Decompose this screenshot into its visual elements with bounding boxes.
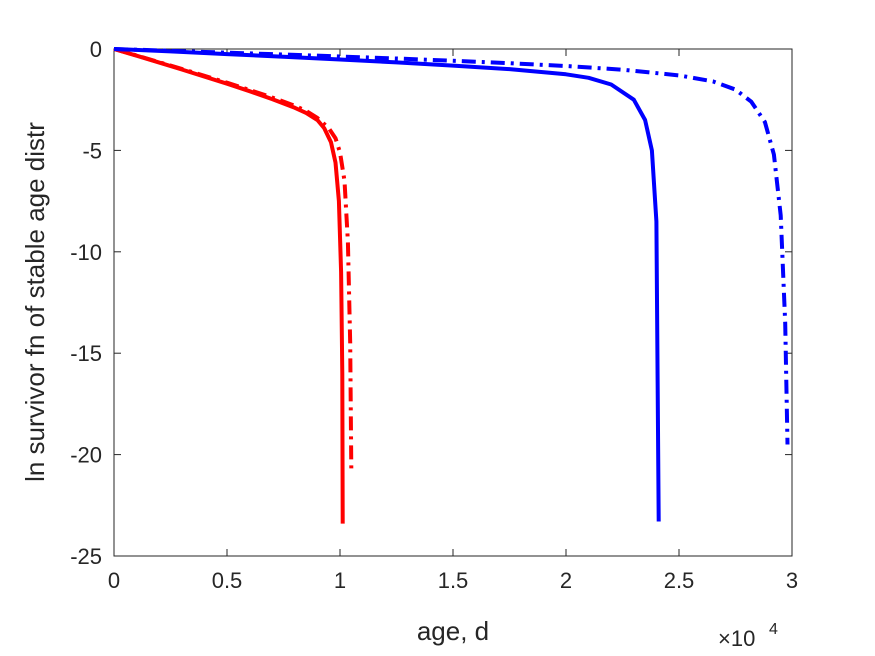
tick-layer: 0 0.5 1 1.5 2 2.5 3 0 -5 -10 -15 -20 -25	[70, 37, 798, 593]
y-axis-label: ln survivor fn of stable age distr	[20, 122, 50, 482]
y-tick-label: -15	[70, 341, 102, 366]
plot-area	[113, 48, 793, 557]
y-tick-label: -20	[70, 443, 102, 468]
x-exponent-power: 4	[769, 621, 778, 638]
series-layer	[113, 47, 790, 524]
x-tick-label: 0	[108, 568, 120, 593]
x-tick-label: 1.5	[438, 568, 469, 593]
series-line-4	[113, 47, 790, 445]
series-line-3	[113, 47, 661, 522]
x-tick-label: 0.5	[212, 568, 243, 593]
x-axis-label: age, d	[417, 616, 489, 646]
y-tick-label: -5	[82, 138, 102, 163]
y-tick-label: -10	[70, 240, 102, 265]
y-tick-label: 0	[90, 37, 102, 62]
y-tick-label: -25	[70, 544, 102, 569]
x-tick-label: 2	[560, 568, 572, 593]
x-tick-label: 1	[334, 568, 346, 593]
series-line-2	[113, 47, 354, 469]
x-tick-label: 3	[786, 568, 798, 593]
x-exponent-label: ×10	[718, 626, 755, 651]
x-tick-label: 2.5	[664, 568, 695, 593]
